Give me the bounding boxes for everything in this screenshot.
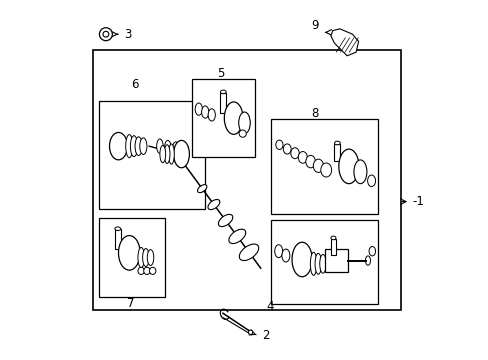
Text: -1: -1 [411, 195, 423, 208]
Ellipse shape [283, 144, 290, 154]
Ellipse shape [290, 148, 299, 159]
Ellipse shape [305, 156, 315, 168]
Ellipse shape [365, 256, 370, 265]
Ellipse shape [138, 267, 144, 274]
Ellipse shape [103, 31, 108, 37]
Ellipse shape [313, 159, 323, 172]
Ellipse shape [314, 253, 321, 274]
Ellipse shape [334, 141, 340, 145]
Ellipse shape [224, 102, 243, 134]
Bar [330, 239, 335, 255]
Bar [334, 144, 340, 161]
Ellipse shape [238, 112, 250, 134]
Ellipse shape [195, 103, 202, 115]
Ellipse shape [319, 255, 325, 273]
Text: 9: 9 [310, 19, 318, 32]
Ellipse shape [142, 248, 149, 266]
Ellipse shape [164, 140, 171, 155]
Ellipse shape [320, 163, 331, 177]
Ellipse shape [248, 330, 252, 334]
Ellipse shape [239, 244, 258, 261]
Ellipse shape [149, 267, 156, 274]
Bar [271, 220, 377, 304]
Ellipse shape [164, 145, 170, 163]
Polygon shape [330, 29, 358, 56]
Ellipse shape [118, 235, 140, 270]
Text: 2: 2 [261, 329, 269, 342]
Ellipse shape [115, 227, 121, 230]
Bar [93, 50, 400, 310]
Ellipse shape [367, 175, 375, 186]
Ellipse shape [282, 249, 289, 262]
Ellipse shape [207, 199, 220, 210]
Ellipse shape [140, 138, 146, 154]
Ellipse shape [274, 245, 282, 258]
Ellipse shape [130, 136, 137, 157]
Ellipse shape [135, 137, 142, 156]
Text: 3: 3 [124, 28, 132, 41]
Ellipse shape [239, 130, 246, 137]
Ellipse shape [208, 109, 215, 121]
Ellipse shape [291, 242, 311, 277]
Ellipse shape [353, 160, 366, 184]
Ellipse shape [160, 145, 165, 163]
Ellipse shape [168, 144, 174, 164]
Bar [99, 101, 204, 209]
Ellipse shape [201, 106, 208, 118]
Ellipse shape [172, 142, 179, 156]
Ellipse shape [173, 140, 189, 168]
Ellipse shape [147, 249, 153, 265]
Ellipse shape [197, 185, 206, 193]
Ellipse shape [275, 140, 283, 149]
Ellipse shape [368, 247, 375, 256]
Ellipse shape [220, 90, 225, 94]
Bar [115, 229, 121, 249]
Ellipse shape [99, 28, 112, 41]
Bar [271, 119, 377, 214]
Bar [192, 79, 255, 157]
Ellipse shape [338, 149, 358, 184]
Text: 7: 7 [127, 297, 135, 310]
Text: 5: 5 [217, 67, 224, 80]
Bar [220, 93, 225, 113]
Text: 6: 6 [131, 78, 138, 91]
Text: 4: 4 [266, 300, 274, 313]
Text: 8: 8 [310, 107, 318, 120]
Ellipse shape [156, 139, 163, 153]
Ellipse shape [143, 267, 150, 274]
Ellipse shape [330, 236, 335, 240]
Ellipse shape [109, 132, 127, 160]
Ellipse shape [228, 229, 245, 244]
Bar [99, 218, 165, 297]
Ellipse shape [125, 135, 133, 158]
Ellipse shape [138, 247, 144, 267]
Ellipse shape [310, 252, 316, 275]
Bar [324, 249, 347, 272]
Ellipse shape [298, 152, 306, 163]
Ellipse shape [218, 214, 232, 226]
